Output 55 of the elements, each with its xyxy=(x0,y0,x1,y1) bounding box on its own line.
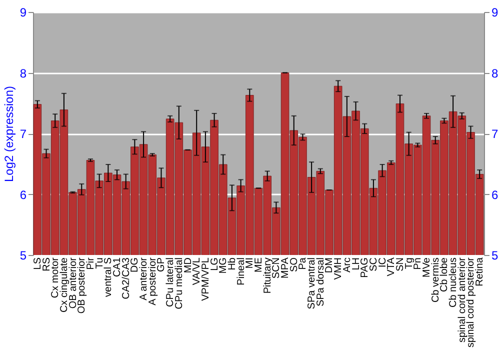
x-tick-label: A posterior xyxy=(147,256,158,306)
x-tick-label: ME xyxy=(254,257,264,272)
x-tick-label: OB anterior xyxy=(68,256,79,309)
x-tick-label: DG xyxy=(130,257,141,272)
x-tick-label: Cb lobe xyxy=(439,257,450,292)
x-tick-label: Pn xyxy=(412,258,424,270)
x-tick-label: ventral S xyxy=(103,257,114,297)
x-tick-label: SCN xyxy=(271,258,282,279)
x-tick-label: Cb nucleus xyxy=(448,258,460,308)
y-tick-label: 6 xyxy=(20,188,27,202)
x-tick-label: spinal cord posterior xyxy=(466,256,477,348)
y-axis-title: Log2 (expression) xyxy=(2,86,16,182)
x-tick-label: Pineal xyxy=(236,258,247,286)
x-tick-label: OB posterior xyxy=(76,256,88,314)
x-tick-label: VTA xyxy=(386,257,398,276)
x-tick-label: VMH xyxy=(333,258,344,280)
x-tick-label: GP xyxy=(156,257,168,272)
x-tick-label: MPA xyxy=(280,257,292,278)
x-tick-label: IC xyxy=(377,258,388,268)
y-tick-label: 9 xyxy=(20,6,27,20)
y-tick-label: 8 xyxy=(20,66,27,80)
x-tick-label: MVe xyxy=(422,257,433,278)
x-tick-label: Pa xyxy=(298,257,309,270)
x-tick-label: LG xyxy=(209,257,220,271)
x-tick-label: A anterior xyxy=(138,256,150,300)
x-tick-label: Pituitary xyxy=(262,258,274,294)
y2-tick-label: 7 xyxy=(492,127,498,141)
y2-tick-label: 8 xyxy=(492,66,498,80)
x-tick-label: SC xyxy=(368,258,380,272)
y-tick-label: 7 xyxy=(20,127,27,141)
x-tick-label: MI xyxy=(244,258,256,269)
y2-tick-label: 6 xyxy=(492,188,498,202)
x-tick-label: DM xyxy=(324,258,336,274)
x-tick-label: Arc xyxy=(342,258,353,272)
x-tick-label: SO xyxy=(288,257,300,272)
x-tick-label: PAG xyxy=(360,257,371,278)
x-tick-label: Pir xyxy=(85,256,96,270)
x-tick-label: LH xyxy=(350,258,362,270)
x-tick-label: Tu xyxy=(94,258,106,269)
y2-tick-label: 9 xyxy=(492,6,498,20)
x-tick-label: RS xyxy=(41,257,52,272)
x-tick-label: CA2/CA3 xyxy=(120,257,132,300)
x-tick-label: Cx cingulate xyxy=(58,257,70,313)
x-tick-label: SN xyxy=(394,258,406,272)
x-tick-label: Tg xyxy=(404,258,415,270)
x-tick-label: Hb xyxy=(226,257,238,270)
x-tick-label: Retina xyxy=(474,257,486,286)
x-tick-label: CA1 xyxy=(112,257,124,277)
x-tick-label: spinal cord anterior xyxy=(456,256,468,343)
x-tick-label: VPM/VPL xyxy=(200,257,212,301)
x-tick-label: CPu medial xyxy=(174,258,185,310)
y2-tick-label: 5 xyxy=(492,248,498,262)
x-tick-label: LS xyxy=(32,257,44,270)
y-tick-label: 5 xyxy=(20,248,27,262)
x-tick-label: SPa dorsal xyxy=(315,258,326,306)
